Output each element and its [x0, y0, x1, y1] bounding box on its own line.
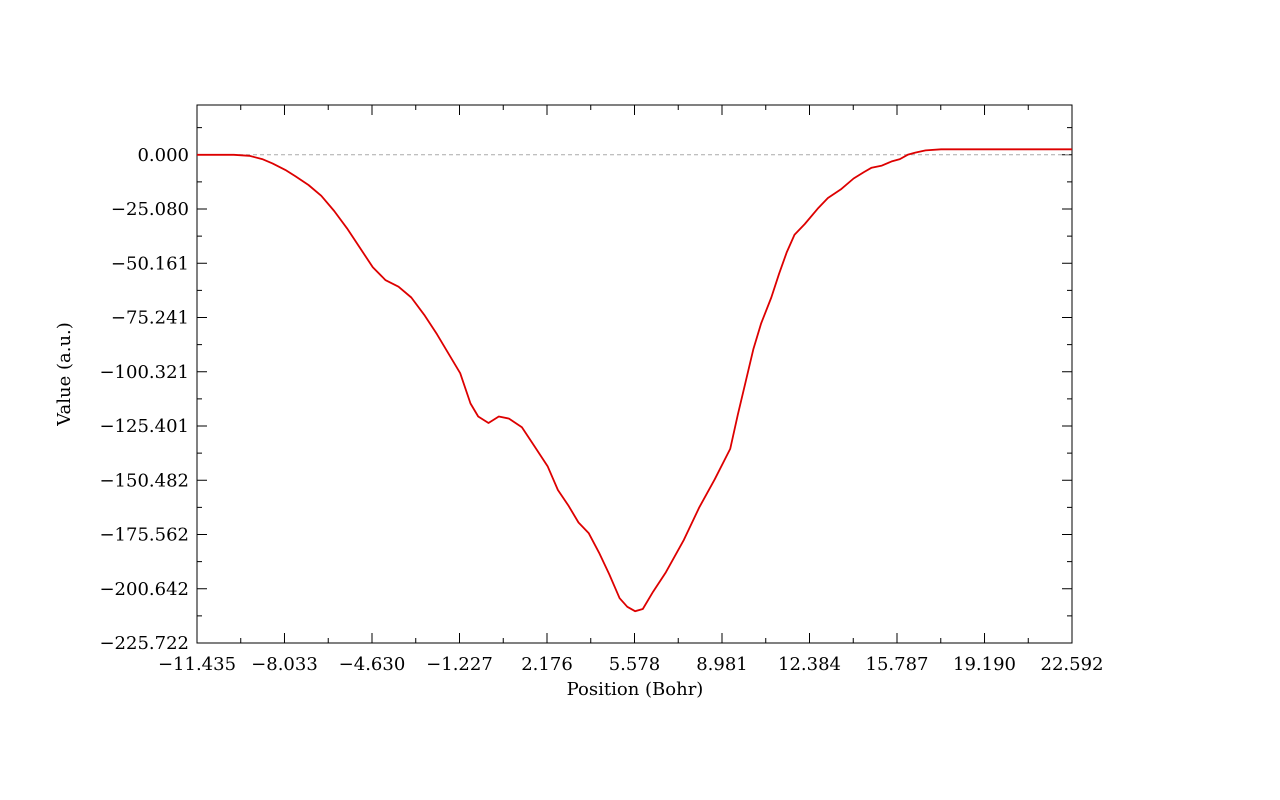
- x-axis-title: Position (Bohr): [567, 679, 704, 700]
- x-tick-label: 12.384: [778, 654, 841, 675]
- y-tick-labels: 0.000 −25.080 −50.161 −75.241 −100.321 −125.4…: [99, 145, 189, 654]
- y-tick-label: 0.000: [137, 145, 189, 166]
- x-tick-label: 15.787: [866, 654, 929, 675]
- x-tick-label: −1.227: [426, 654, 493, 675]
- x-tick-label: 2.176: [521, 654, 573, 675]
- x-tick-label: −11.435: [158, 654, 236, 675]
- x-tick-label: 19.190: [953, 654, 1016, 675]
- axis-ticks: [196, 105, 1073, 644]
- x-tick-label: 5.578: [609, 654, 661, 675]
- y-tick-label: −225.722: [99, 633, 189, 654]
- y-tick-label: −200.642: [99, 579, 189, 600]
- x-tick-label: −8.033: [251, 654, 318, 675]
- y-tick-label: −175.562: [99, 525, 189, 546]
- series-line: [197, 148, 1072, 613]
- x-tick-label: 22.592: [1041, 654, 1104, 675]
- y-tick-label: −125.401: [99, 416, 189, 437]
- plot-frame: [196, 104, 1073, 644]
- x-tick-labels: −11.435 −8.033 −4.630 −1.227 2.176 5.578 8.981…: [158, 654, 1104, 675]
- y-tick-label: −25.080: [111, 199, 189, 220]
- y-axis-title: Value (a.u.): [54, 322, 75, 427]
- plot-area: [196, 104, 1073, 644]
- y-tick-label: −100.321: [99, 362, 189, 383]
- y-tick-label: −50.161: [111, 253, 189, 274]
- y-tick-label: −150.482: [99, 470, 189, 491]
- y-tick-label: −75.241: [111, 308, 189, 329]
- x-tick-label: −4.630: [339, 654, 406, 675]
- x-tick-label: 8.981: [696, 654, 748, 675]
